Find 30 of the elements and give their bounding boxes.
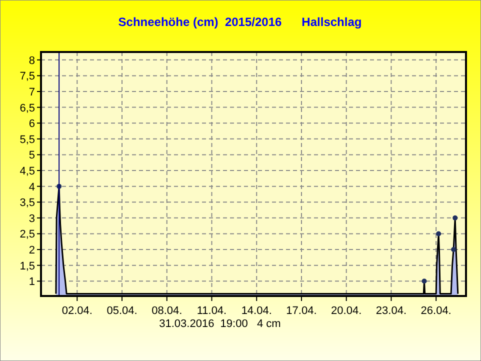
y-tick-label: 3,5 [20, 197, 35, 210]
y-tick-label: 5,5 [20, 134, 35, 146]
point [452, 215, 458, 220]
y-tick-label: 6,5 [20, 102, 35, 114]
x-tick-label: 05.04. [106, 305, 138, 317]
y-tick-label: 2,5 [20, 228, 35, 241]
x-tick-label: 23.04. [376, 305, 407, 317]
chart-title: Schneehöhe (cm) 2015/2016 Hallschlag [118, 15, 362, 29]
y-tick-label: 4 [28, 181, 35, 194]
y-tick-label: 7,5 [20, 70, 35, 83]
y-tick-label: 1,5 [20, 260, 35, 272]
y-tick-label: 3 [28, 212, 35, 225]
y-tick-label: 6 [28, 118, 35, 130]
x-tick-label: 11.04. [196, 305, 227, 317]
point [422, 278, 427, 284]
x-tick-label: 26.04. [420, 305, 452, 317]
x-tick-label: 20.04. [331, 305, 362, 317]
text: 31.03.2016 19:00 4 cm [159, 318, 281, 330]
x-tick-label: 14.04. [241, 305, 272, 317]
y-tick-label: 2 [28, 244, 35, 257]
y-tick-label: 8 [28, 54, 35, 67]
y-tick-label: 5 [28, 150, 35, 162]
x-tick-label: 02.04. [62, 305, 92, 317]
x-tick-label: 08.04. [152, 305, 182, 317]
y-tick-label: 7 [28, 86, 35, 99]
point [436, 231, 442, 236]
y-tick-label: 1 [28, 276, 35, 288]
x-tick-label: 17.04. [286, 305, 317, 317]
point [451, 247, 456, 252]
y-tick-label: 4,5 [20, 166, 35, 178]
